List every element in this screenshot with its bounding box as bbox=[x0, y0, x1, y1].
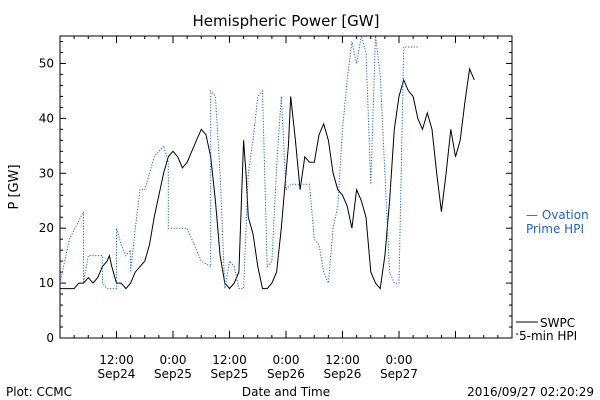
x-axis-label: Date and Time bbox=[242, 385, 330, 399]
plot-timestamp: 2016/09/27 02:20:29 bbox=[467, 385, 594, 399]
y-tick-label: 10 bbox=[39, 276, 54, 290]
x-tick-label-date: Sep25 bbox=[154, 367, 192, 381]
y-tick-label: 40 bbox=[39, 111, 54, 125]
y-tick-label: 0 bbox=[46, 331, 54, 345]
series-line-swpc bbox=[60, 67, 475, 290]
x-tick-label-time: 0:00 bbox=[160, 353, 187, 367]
legend-swpc-line1: SWPC bbox=[540, 316, 575, 330]
y-tick-label: 30 bbox=[39, 166, 54, 180]
legend-ovation-line1: — Ovation bbox=[526, 208, 589, 222]
legend-ovation-line2: Prime HPI bbox=[526, 222, 584, 236]
x-axis: 12:00Sep240:00Sep2512:00Sep250:00Sep2612… bbox=[59, 36, 513, 381]
y-axis: 0 10 20 30 40 50 bbox=[39, 40, 512, 345]
x-tick-label-date: Sep27 bbox=[380, 367, 418, 381]
legend: — Ovation Prime HPI SWPC 5-min HPI bbox=[516, 208, 589, 343]
x-tick-label-time: 12:00 bbox=[325, 353, 360, 367]
y-tick-label: 20 bbox=[39, 221, 54, 235]
x-tick-label-date: Sep26 bbox=[324, 367, 362, 381]
x-tick-label-time: 0:00 bbox=[386, 353, 413, 367]
y-axis-label: P [GW] bbox=[7, 164, 22, 209]
series-group bbox=[59, 35, 475, 290]
x-tick-label-date: Sep25 bbox=[211, 367, 249, 381]
chart-title: Hemispheric Power [GW] bbox=[193, 12, 380, 30]
x-tick-label-date: Sep24 bbox=[98, 367, 136, 381]
series-line-ovation bbox=[59, 35, 418, 290]
y-tick-label: 50 bbox=[39, 56, 54, 70]
x-tick-label-date: Sep26 bbox=[267, 367, 305, 381]
plot-credit: Plot: CCMC bbox=[6, 385, 72, 399]
x-tick-label-time: 12:00 bbox=[212, 353, 247, 367]
legend-swpc-line2: 5-min HPI bbox=[519, 329, 577, 343]
x-tick-label-time: 12:00 bbox=[99, 353, 134, 367]
x-tick-label-time: 0:00 bbox=[273, 353, 300, 367]
